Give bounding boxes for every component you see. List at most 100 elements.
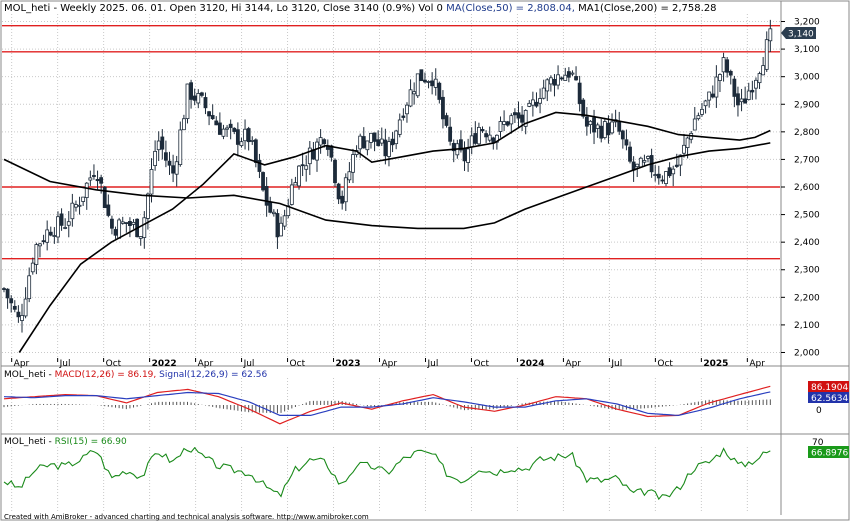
candle-body — [437, 82, 442, 100]
candle-body — [128, 221, 132, 226]
candle-body — [63, 227, 68, 229]
candle-body — [527, 102, 532, 107]
ma200-line — [18, 111, 771, 353]
candle-body — [351, 154, 355, 173]
candle-body — [181, 118, 186, 131]
candle-body — [397, 119, 402, 135]
price-tick-label: 3,000 — [794, 73, 820, 83]
last-price-value: 3,140 — [788, 30, 814, 40]
candle-body — [602, 121, 607, 138]
candle-body — [113, 229, 118, 236]
candle-body — [167, 160, 172, 166]
candle-body — [415, 73, 420, 97]
time-tick-label: Oct — [106, 359, 122, 369]
candle-body — [635, 163, 640, 168]
candle-body — [142, 217, 147, 238]
candle-body — [225, 127, 229, 130]
candle-body — [588, 120, 593, 126]
last-price-tag: 3,140 — [781, 27, 816, 40]
candle-body — [164, 152, 168, 161]
candle-body — [674, 164, 679, 167]
support-resistance-lines — [2, 24, 780, 260]
candle-body — [487, 134, 492, 141]
candle-body — [279, 222, 283, 237]
candle-body — [149, 169, 154, 195]
candle-body — [746, 90, 751, 101]
rsi-tags: 70 66.8976 — [808, 438, 849, 459]
price-tick-label: 2,200 — [794, 293, 820, 303]
time-tick-label: Apr — [382, 359, 398, 369]
candle-body — [638, 157, 643, 168]
candle-body — [379, 138, 384, 144]
candle-body — [300, 164, 305, 167]
candle-body — [541, 87, 546, 99]
candle-body — [732, 78, 737, 97]
signal-line — [3, 391, 771, 417]
candle-body — [577, 82, 582, 104]
candle-body — [408, 89, 413, 107]
candle-body — [358, 135, 363, 150]
macd-tags: 86.1904 62.5634 0 — [808, 381, 849, 416]
candle-body — [552, 78, 557, 86]
candle-body — [703, 100, 708, 107]
candle-body — [566, 71, 571, 78]
candle-body — [110, 218, 114, 229]
candle-body — [757, 73, 762, 84]
candle-body — [768, 28, 773, 42]
candle-body — [448, 126, 453, 142]
candle-body — [682, 144, 686, 154]
candle-body — [34, 244, 39, 265]
candle-body — [246, 128, 251, 143]
candle-body — [466, 148, 471, 163]
candle-body — [754, 79, 758, 89]
rsi-70-tick: 70 — [812, 438, 824, 448]
candle-body — [282, 215, 287, 227]
candle-body — [595, 124, 600, 129]
candle-body — [390, 138, 395, 146]
candle-body — [16, 311, 21, 318]
candle-body — [444, 115, 449, 126]
time-tick-label: Apr — [749, 359, 765, 369]
candle-body — [685, 137, 690, 148]
candle-body — [459, 139, 463, 151]
candle-body — [250, 140, 255, 142]
time-tick-label: Jul — [426, 359, 438, 369]
candle-body — [228, 123, 233, 128]
candle-body — [2, 288, 6, 290]
candle-body — [606, 122, 611, 136]
candle-body — [473, 133, 478, 144]
candle-body — [235, 129, 240, 145]
candle-body — [120, 221, 125, 224]
candle-body — [667, 167, 672, 177]
time-tick-label: 2024 — [519, 359, 544, 369]
macd-value-tag: 86.1904 — [811, 383, 848, 393]
candle-body — [556, 74, 560, 86]
candle-body — [750, 89, 755, 93]
candle-body — [289, 184, 294, 205]
candle-body — [394, 130, 399, 145]
candle-body — [624, 139, 629, 146]
candle-body — [498, 121, 503, 132]
candle-body — [131, 221, 136, 225]
candle-body — [156, 140, 161, 151]
candle-body — [581, 99, 586, 117]
candle-body — [707, 91, 712, 101]
candle-body — [199, 92, 204, 96]
time-tick-label: Jul — [243, 359, 255, 369]
price-tick-label: 2,600 — [794, 183, 820, 193]
candle-body — [347, 171, 352, 181]
chart-title: MOL_heti - Weekly 2025. 06. 01. Open 312… — [4, 3, 717, 14]
candle-body — [207, 111, 211, 117]
candle-body — [538, 98, 542, 104]
candle-body — [9, 298, 14, 304]
candle-body — [451, 142, 456, 152]
candle-body — [217, 122, 222, 135]
candle-body — [268, 201, 273, 213]
candle-body — [48, 231, 53, 236]
candle-body — [307, 147, 312, 165]
candle-body — [441, 96, 445, 120]
price-tick-label: 2,300 — [794, 266, 820, 276]
price-tick-label: 2,500 — [794, 211, 820, 221]
candle-body — [369, 132, 373, 143]
candle-body — [412, 91, 417, 95]
